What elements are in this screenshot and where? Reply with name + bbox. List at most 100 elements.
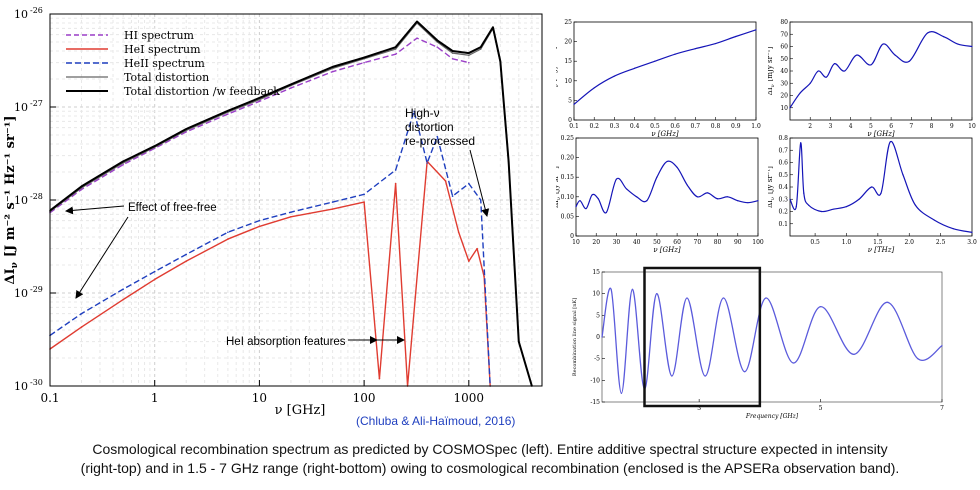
panel-x-tick-label: 1.5 xyxy=(873,239,883,246)
panel-y-tick-label: 0.4 xyxy=(778,184,788,191)
panel-data-point xyxy=(573,103,575,105)
data-point xyxy=(185,253,188,256)
data-point xyxy=(479,199,482,201)
panel-x-tick-label: 0.2 xyxy=(589,123,599,130)
panel-x-tick-label: 2.5 xyxy=(936,239,946,246)
panel-data-point xyxy=(735,35,737,38)
svg-text:ΔIν[mJy sr⁻¹]: ΔIν [mJy sr⁻¹] xyxy=(556,47,560,96)
panel-x-tick-label: 0.9 xyxy=(731,123,741,130)
panel-y-tick-label: 0.20 xyxy=(561,155,575,162)
panel-data-point xyxy=(727,196,729,198)
panel-y-tick-label: 60 xyxy=(780,44,788,51)
panel-y-label-symbol: ΔI xyxy=(556,87,558,95)
arrow-high-nu xyxy=(469,149,490,217)
panel-low-frequency-chart: 0.1 0.2 0.3 0.4 0.5 0.6 0.7 0.8 0.9 1.0 0 5 10 15 20 25… xyxy=(556,19,761,138)
data-point xyxy=(153,270,156,273)
panel-y-tick-label: 0 xyxy=(596,334,600,341)
panel-x-tick-label: 100 xyxy=(752,239,764,246)
main-series-group xyxy=(49,20,533,387)
panel-data-point xyxy=(825,76,827,78)
panel-data-point xyxy=(858,198,860,200)
panel-y-tick-label: 0.2 xyxy=(778,209,788,216)
panel-y-tick-label: 0.05 xyxy=(561,213,575,220)
panel-x-tick-label: 8 xyxy=(930,123,934,130)
y-tick-exponent: -27 xyxy=(30,99,43,108)
data-point xyxy=(426,162,428,164)
data-point xyxy=(468,52,470,54)
panel-y-tick-label: 0 xyxy=(570,233,574,240)
data-point xyxy=(122,288,124,290)
data-point xyxy=(290,83,292,86)
data-point xyxy=(451,195,454,197)
data-point xyxy=(416,20,418,23)
panel-data-point xyxy=(809,82,811,84)
y-tick-exponent: -28 xyxy=(30,192,43,201)
y-tick-label: 10 xyxy=(14,287,28,300)
panel-y-tick-label: 20 xyxy=(780,93,788,100)
panel-y-label-symbol: ΔI xyxy=(768,87,774,95)
panel-y-tick-label: 0 xyxy=(568,117,572,124)
panel-x-tick-label: 7 xyxy=(909,123,913,130)
panel-curve xyxy=(789,31,973,109)
data-point xyxy=(468,54,470,57)
data-point xyxy=(185,128,188,130)
panel-x-tick-label: 40 xyxy=(633,239,641,246)
panel-frame xyxy=(575,137,759,237)
panel-data-point xyxy=(845,206,848,208)
data-point xyxy=(153,278,156,281)
panel-data-point xyxy=(789,198,791,200)
main-legend: HI spectrum HeI spectrum HeII spectrum T… xyxy=(66,29,280,98)
panel-y-tick-label: -15 xyxy=(590,399,600,406)
panel-y-tick-label: 10 xyxy=(564,78,572,85)
panel-data-point xyxy=(593,87,595,89)
panel-thz-chart: 0.5 1.0 1.5 2.0 2.5 3.0 0.1 0.2 0.3 0.4 0.5 0.6 0.7 0… xyxy=(768,135,977,254)
panel-data-point xyxy=(870,64,872,66)
main-y-axis-label: ΔIν [J m⁻² s⁻¹ Hz⁻¹ sr⁻¹] xyxy=(3,115,20,284)
data-point xyxy=(416,37,418,39)
panel-x-tick-label: 0.6 xyxy=(670,123,680,130)
panel-data-point xyxy=(833,63,836,65)
panel-data-point xyxy=(625,188,628,190)
data-point xyxy=(331,208,334,210)
annotation-hei-absorption: HeI absorption features xyxy=(226,336,346,348)
data-point xyxy=(80,326,83,328)
data-point xyxy=(80,188,83,191)
panel-y-label-symbol: ΔI xyxy=(556,200,560,208)
data-point xyxy=(331,66,334,68)
data-point xyxy=(258,98,261,101)
x-tick-label: 10 xyxy=(252,391,267,405)
y-tick-exponent: -30 xyxy=(30,378,43,387)
panel-data-point xyxy=(844,70,846,72)
panel-data-point xyxy=(789,107,791,109)
panel-data-point xyxy=(795,206,797,208)
legend-label-feedback: Total distortion /w feedback xyxy=(124,85,280,98)
panel-y-label-units: [mJy sr⁻¹] xyxy=(768,47,774,82)
arrow-free-free-top xyxy=(65,205,125,215)
panel-y-tick-label: 15 xyxy=(564,58,572,65)
data-point xyxy=(436,46,439,48)
panel-y-tick-label: 0.8 xyxy=(778,135,788,142)
panel-data-point xyxy=(605,211,607,214)
panel-data-point xyxy=(636,196,638,198)
panel-x-tick-label: 90 xyxy=(734,239,742,246)
data-point xyxy=(517,340,520,343)
panel-data-point xyxy=(737,200,739,202)
data-point xyxy=(476,247,478,250)
data-point xyxy=(394,169,397,171)
data-point xyxy=(331,70,334,73)
data-point xyxy=(436,39,439,42)
panel-data-point xyxy=(971,45,973,48)
panel-data-point xyxy=(800,142,802,144)
panel-x-axis-label: ν [THz] xyxy=(868,246,895,254)
panel-data-point xyxy=(706,192,709,194)
data-point xyxy=(363,201,365,203)
data-point xyxy=(436,135,439,138)
data-point xyxy=(227,110,229,112)
panel-x-tick-label: 9 xyxy=(950,123,954,130)
figure-caption: Cosmological recombination spectrum as p… xyxy=(0,440,980,478)
panel-x-tick-label: 4 xyxy=(849,123,853,130)
caption-line-2: (right-top) and in 1.5 - 7 GHz range (ri… xyxy=(80,460,900,476)
panel-x-tick-label: 5 xyxy=(819,405,823,412)
y-tick-label: 10 xyxy=(14,8,28,21)
